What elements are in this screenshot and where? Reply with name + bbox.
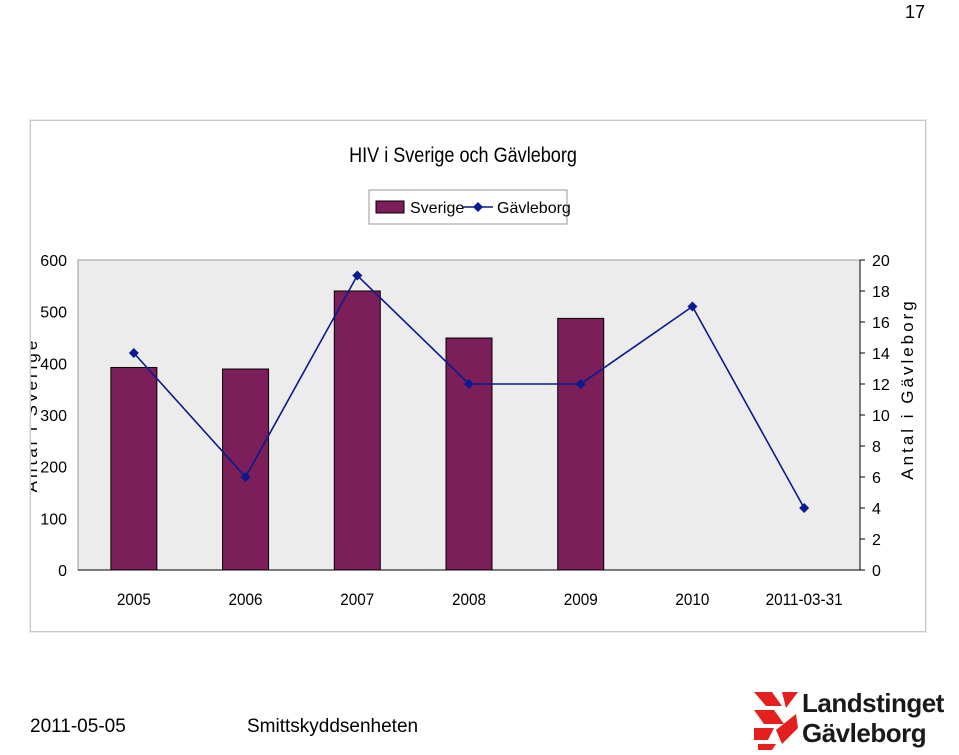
y-tick-label: 0 <box>58 563 67 580</box>
y2-tick-label: 6 <box>872 470 881 487</box>
marker-gavleborg <box>687 301 698 312</box>
x-tick-label: 2009 <box>564 590 598 609</box>
legend-swatch-sverige <box>375 200 405 214</box>
landstinget-gavleborg-logo: Landstinget Gävleborg <box>752 688 956 752</box>
y2-tick-label: 4 <box>872 501 881 518</box>
x-tick-label: 2006 <box>229 590 263 609</box>
bar-sverige <box>110 366 158 571</box>
y2-tick-label: 20 <box>872 253 890 270</box>
logo-mark-shape <box>754 692 782 706</box>
footer-unit: Smittskyddsenheten <box>247 716 419 737</box>
logo-mark-icon <box>754 692 798 750</box>
logo-text: Landstinget Gävleborg <box>802 688 944 748</box>
y-axis-title: Antal i Sverige <box>31 338 41 493</box>
legend-marker-gavleborg <box>473 202 483 212</box>
bar-sverige <box>222 368 270 571</box>
logo-mark-shape <box>776 714 798 744</box>
x-tick-label: 2005 <box>117 590 151 609</box>
legend-label-gavleborg: Gävleborg <box>497 200 571 217</box>
marker-gavleborg <box>128 348 139 358</box>
bar-sverige <box>445 337 493 571</box>
bar-sverige <box>557 317 605 571</box>
y2-tick-label: 14 <box>872 346 890 363</box>
x-tick-label: 2011-03-31 <box>766 590 843 609</box>
y2-tick-label: 8 <box>872 439 881 456</box>
marker-gavleborg <box>575 379 586 389</box>
marker-gavleborg <box>464 379 474 389</box>
logo-line-1: Landstinget <box>802 688 944 718</box>
y2-tick-label: 2 <box>872 532 881 549</box>
y2-axis-title: Antal i Gävleborg <box>898 298 917 479</box>
x-tick-label: 2007 <box>340 590 374 609</box>
chart-frame: HIV i Sverige och Gävleborg Sverige Gävleb… <box>30 120 926 632</box>
logo-mark-shape <box>782 692 798 708</box>
logo-line-2: Gävleborg <box>802 718 927 748</box>
footer-date: 2011-05-05 <box>30 716 126 737</box>
y-tick-label: 300 <box>40 408 67 425</box>
marker-gavleborg <box>799 503 810 513</box>
legend-label-sverige: Sverige <box>410 200 464 217</box>
chart-title: HIV i Sverige och Gävleborg <box>349 144 577 168</box>
y2-tick-label: 18 <box>872 284 890 301</box>
bar-sverige <box>333 290 381 571</box>
page-number: 17 <box>904 2 925 22</box>
y2-tick-label: 16 <box>872 315 890 332</box>
y-tick-label: 400 <box>40 356 67 373</box>
y2-tick-label: 0 <box>872 563 881 580</box>
combo-chart: HIV i Sverige och Gävleborg Sverige Gävleb… <box>31 144 917 609</box>
x-tick-label: 2008 <box>452 590 486 609</box>
x-tick-label: 2010 <box>675 590 709 609</box>
y-tick-label: 500 <box>40 305 67 322</box>
y-tick-label: 600 <box>40 253 67 270</box>
logo-mark-shape <box>758 744 776 750</box>
logo-mark-shape <box>754 728 774 740</box>
marker-gavleborg <box>240 472 251 482</box>
y-tick-label: 200 <box>40 460 67 477</box>
marker-gavleborg <box>352 270 363 281</box>
logo-mark-shape <box>754 710 784 724</box>
y2-tick-label: 12 <box>872 377 890 394</box>
y2-tick-label: 10 <box>872 408 890 425</box>
y-tick-label: 100 <box>40 511 67 528</box>
